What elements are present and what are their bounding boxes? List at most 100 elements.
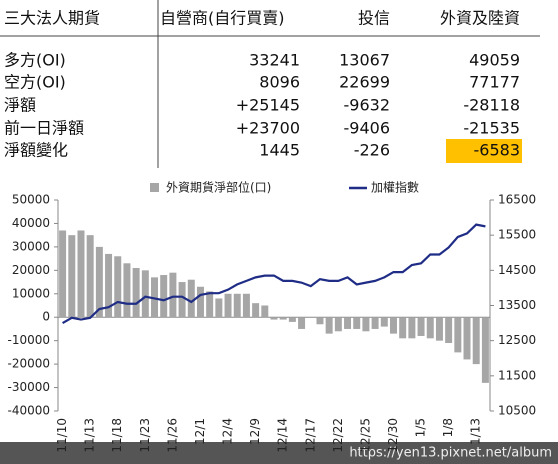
bar — [178, 282, 186, 318]
table-cell: 8096 — [259, 73, 300, 92]
table-cell: -28118 — [463, 96, 520, 115]
x-tick-label: 12/1 — [193, 418, 207, 445]
bar — [252, 303, 260, 318]
x-tick-label: 11/13 — [83, 418, 97, 453]
bar — [445, 317, 453, 344]
bar — [344, 317, 352, 329]
bar — [325, 317, 333, 334]
table-cell: 1445 — [259, 141, 300, 160]
bar — [206, 291, 214, 318]
x-tick-label: 12/9 — [248, 418, 262, 445]
x-tick-label: 12/30 — [386, 418, 400, 453]
bar — [261, 305, 269, 318]
bar — [242, 293, 250, 318]
line — [62, 223, 486, 325]
y2-tick-label: 10500 — [498, 404, 536, 418]
bar — [353, 317, 361, 329]
bar — [408, 317, 416, 339]
bar — [86, 235, 94, 318]
bar — [68, 235, 76, 318]
bar — [270, 317, 278, 320]
x-tick-label: 1/13 — [469, 418, 483, 445]
x-tick-label: 12/22 — [331, 418, 345, 453]
x-tick-label: 11/10 — [55, 418, 69, 453]
x-tick-label: 11/23 — [138, 418, 152, 453]
bar — [77, 230, 85, 318]
bar — [316, 317, 324, 325]
y-tick-label: -10000 — [7, 333, 50, 347]
table-cell: +25145 — [236, 96, 300, 115]
x-tick-label: 12/4 — [221, 418, 235, 445]
y-tick-label: 30000 — [12, 239, 50, 253]
bar — [151, 277, 159, 318]
table-cell: -226 — [354, 141, 390, 160]
y-tick-label: -20000 — [7, 357, 50, 371]
y2-tick-label: 14500 — [498, 263, 536, 277]
x-tick-label: 1/5 — [414, 418, 428, 437]
y-tick-label: -40000 — [7, 404, 50, 418]
y-tick-label: 50000 — [12, 193, 50, 207]
bar — [224, 293, 232, 318]
table-cell: 多方(OI) — [4, 51, 66, 70]
bar — [123, 263, 131, 318]
bar — [59, 230, 67, 318]
bar — [454, 317, 462, 353]
x-tick-label: 12/14 — [276, 418, 290, 453]
watermark: https://yen13.pixnet.net/album — [349, 446, 552, 461]
table-cell: 13067 — [339, 51, 390, 70]
bar — [426, 317, 434, 339]
legend-swatch — [150, 183, 159, 192]
bar — [362, 317, 370, 332]
bar — [288, 317, 296, 322]
bar — [196, 286, 204, 318]
x-tick-label: 11/26 — [165, 418, 179, 453]
table-cell: 77177 — [469, 73, 520, 92]
bar — [114, 256, 122, 318]
table-header: 外資及陸資 — [440, 9, 520, 28]
table-cell: 空方(OI) — [4, 73, 66, 92]
bar — [417, 317, 425, 336]
table-cell: -21535 — [463, 119, 520, 138]
y2-tick-label: 12500 — [498, 333, 536, 347]
y-tick-label: 0 — [42, 310, 50, 324]
table-cell: 淨額 — [4, 96, 36, 115]
table-cell: -9406 — [344, 119, 391, 138]
y2-tick-label: 11500 — [498, 368, 536, 382]
bar — [187, 279, 195, 318]
table-cell: -9632 — [344, 96, 391, 115]
bar — [435, 317, 443, 341]
y-tick-label: -30000 — [7, 380, 50, 394]
x-tick-label: 1/8 — [441, 418, 455, 437]
table-cell: +23700 — [236, 119, 300, 138]
bar — [95, 246, 103, 318]
bar — [105, 253, 113, 318]
table-cell: 33241 — [249, 51, 300, 70]
watermark-bar — [0, 442, 558, 464]
legend-label: 加權指數 — [371, 180, 419, 195]
bar — [141, 270, 149, 318]
bar — [389, 317, 397, 334]
y2-tick-label: 15500 — [498, 228, 536, 242]
table-header: 自營商(自行買賣) — [160, 9, 285, 28]
bar — [463, 317, 471, 360]
y2-tick-label: 13500 — [498, 298, 536, 312]
bar — [298, 317, 306, 329]
bar — [472, 317, 480, 365]
table-cell: 前一日淨額 — [4, 119, 84, 138]
bar — [279, 317, 287, 320]
legend-label: 外資期貨淨部位(口) — [166, 180, 271, 195]
highlight-cell — [446, 139, 522, 163]
bar — [160, 275, 168, 318]
bar — [215, 298, 223, 318]
bar — [380, 317, 388, 327]
table-cell: 淨額變化 — [4, 141, 68, 160]
y-tick-label: 40000 — [12, 216, 50, 230]
bar — [481, 317, 489, 383]
bar — [169, 272, 177, 318]
x-tick-label: 12/17 — [303, 418, 317, 453]
y2-tick-label: 16500 — [498, 193, 536, 207]
table-cell: -6583 — [474, 141, 521, 160]
table-cell: 22699 — [339, 73, 390, 92]
